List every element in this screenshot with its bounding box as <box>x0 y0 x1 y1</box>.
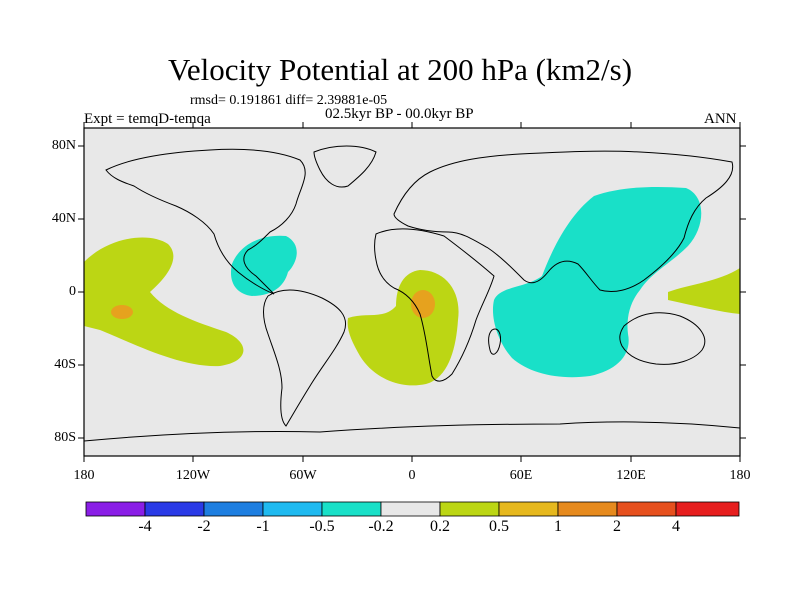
colorbar-swatch-5 <box>380 501 441 517</box>
colorbar-swatch-3 <box>262 501 323 517</box>
colorbar <box>85 501 740 517</box>
lat-label-80s: 80S <box>54 430 76 445</box>
colorbar-label-0: -4 <box>138 518 152 535</box>
map-title: Velocity Potential at 200 hPa (km2/s) <box>167 52 633 87</box>
lon-ticks <box>83 122 741 462</box>
lon-label-120w: 120W <box>175 468 211 483</box>
colorbar-label-8: 2 <box>613 518 621 535</box>
lon-label-120e: 120E <box>616 468 646 483</box>
colorbar-label-2: -1 <box>256 518 270 535</box>
colorbar-label-4: -0.2 <box>368 518 394 535</box>
colorbar-swatch-0 <box>85 501 146 517</box>
positive-region-west-pacific <box>668 268 740 314</box>
lat-label-40s: 40S <box>54 357 76 372</box>
colorbar-label-1: -2 <box>197 518 211 535</box>
strong-positive-spot-africa <box>411 290 435 318</box>
positive-region-pacific <box>84 237 244 367</box>
colorbar-swatch-10 <box>675 501 740 517</box>
colorbar-label-6: 0.5 <box>489 518 509 535</box>
lon-label-180e: 180 <box>729 468 751 483</box>
lat-ticks <box>78 145 746 439</box>
experiment-label: Expt = temqD-temqa <box>84 111 211 127</box>
season-label: ANN <box>704 111 737 127</box>
negative-region-indo-pacific <box>492 186 702 378</box>
colorbar-label-3: -0.5 <box>309 518 335 535</box>
lat-label-80n: 80N <box>51 138 76 153</box>
lon-label-60e: 60E <box>509 468 533 483</box>
lon-label-180w: 180 <box>73 468 95 483</box>
lon-label-0: 0 <box>408 468 416 483</box>
colorbar-swatch-9 <box>616 501 677 517</box>
lat-label-40n: 40N <box>51 211 76 226</box>
colorbar-swatch-6 <box>439 501 500 517</box>
colorbar-swatch-7 <box>498 501 559 517</box>
colorbar-label-5: 0.2 <box>430 518 450 535</box>
coastlines <box>84 145 740 442</box>
colorbar-label-9: 4 <box>672 518 680 535</box>
lon-label-60w: 60W <box>289 468 317 483</box>
strong-positive-spot-pacific <box>111 305 133 319</box>
colorbar-swatch-8 <box>557 501 618 517</box>
colorbar-swatch-2 <box>203 501 264 517</box>
stats-text: rmsd= 0.191861 diff= 2.39881e-05 <box>190 93 388 108</box>
period-text: 02.5kyr BP - 00.0kyr BP <box>325 106 474 122</box>
lat-label-0: 0 <box>69 284 76 299</box>
colorbar-label-7: 1 <box>554 518 562 535</box>
colorbar-swatch-4 <box>321 501 382 517</box>
colorbar-swatch-1 <box>144 501 205 517</box>
